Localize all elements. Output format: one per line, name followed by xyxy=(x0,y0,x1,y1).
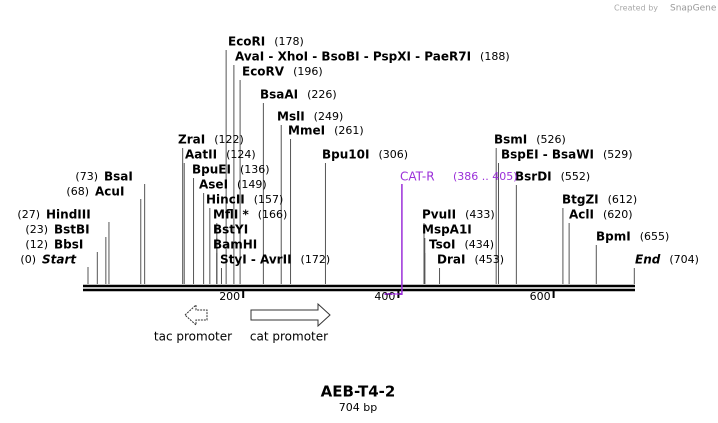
site-name: Start xyxy=(42,253,77,267)
site-position: (249) xyxy=(314,110,344,123)
site-position: (166) xyxy=(258,208,288,221)
site-name: MmeI xyxy=(288,124,325,138)
site-name: BsaI xyxy=(104,170,133,184)
site-name: BstBI xyxy=(54,223,90,237)
site-name: MflI * xyxy=(213,208,249,222)
site-name: AatII xyxy=(185,148,217,162)
site-name: BpmI xyxy=(596,230,631,244)
length: 704 bp xyxy=(339,401,377,414)
site-position: (704) xyxy=(669,253,699,266)
site-name: BsrDI xyxy=(515,170,552,184)
site-position: (434) xyxy=(464,238,494,251)
site-position: (172) xyxy=(301,253,331,266)
brand: SnapGene xyxy=(670,4,717,14)
site-position: (149) xyxy=(237,178,267,191)
site-name: BsaAI xyxy=(260,88,298,102)
site-position: (27) xyxy=(17,208,40,221)
site-name: ZraI xyxy=(178,133,205,147)
site-name: EcoRV xyxy=(242,65,285,79)
tick-label: 200 xyxy=(219,290,240,303)
site-position: (122) xyxy=(214,133,244,146)
site-name: HindIII xyxy=(46,208,91,222)
title: AEB-T4-2 xyxy=(321,383,396,401)
site-position: (73) xyxy=(75,170,98,183)
site-name: PvuII xyxy=(422,208,456,222)
primer-range: (386 .. 405) xyxy=(453,170,518,183)
site-position: (178) xyxy=(274,35,304,48)
site-name: BamHI xyxy=(213,238,257,252)
site-position: (433) xyxy=(465,208,495,221)
site-name: MslI xyxy=(277,110,305,124)
feature-arrow xyxy=(184,303,208,327)
site-name: BsmI xyxy=(494,133,527,147)
site-name: HincII xyxy=(206,193,245,207)
site-position: (124) xyxy=(226,148,256,161)
site-position: (226) xyxy=(307,88,337,101)
site-name: End xyxy=(635,253,661,267)
site-position: (526) xyxy=(536,133,566,146)
site-position: (306) xyxy=(378,148,408,161)
site-name: BpuEI xyxy=(192,163,231,177)
feature-label: cat promoter xyxy=(250,330,328,344)
site-position: (552) xyxy=(561,170,591,183)
site-position: (620) xyxy=(603,208,633,221)
site-name: AvaI - XhoI - BsoBI - PspXI - PaeR7I xyxy=(235,50,471,64)
site-name: BspEI - BsaWI xyxy=(501,148,594,162)
site-position: (0) xyxy=(20,253,36,266)
site-position: (196) xyxy=(293,65,323,78)
site-position: (68) xyxy=(66,185,89,198)
site-name: BbsI xyxy=(54,238,83,252)
site-name: BtgZI xyxy=(562,193,599,207)
site-position: (612) xyxy=(608,193,638,206)
site-position: (12) xyxy=(25,238,48,251)
site-position: (655) xyxy=(640,230,670,243)
site-position: (188) xyxy=(480,50,510,63)
site-name: MspA1I xyxy=(422,223,472,237)
site-name: AclI xyxy=(569,208,594,222)
site-position: (23) xyxy=(25,223,48,236)
site-name: AseI xyxy=(199,178,228,192)
site-position: (453) xyxy=(474,253,504,266)
site-position: (529) xyxy=(603,148,633,161)
primer-name: CAT-R xyxy=(400,170,435,184)
site-name: EcoRI xyxy=(228,35,265,49)
feature-arrow xyxy=(250,302,331,328)
credit: Created by xyxy=(614,4,658,13)
site-name: DraI xyxy=(437,253,465,267)
feature-label: tac promoter xyxy=(154,330,232,344)
tick-label: 400 xyxy=(374,290,395,303)
site-name: StyI - AvrII xyxy=(220,253,292,267)
site-name: BstYI xyxy=(213,223,248,237)
site-position: (261) xyxy=(334,124,364,137)
site-name: Bpu10I xyxy=(322,148,369,162)
site-position: (157) xyxy=(254,193,284,206)
site-name: AcuI xyxy=(95,185,124,199)
site-name: TsoI xyxy=(429,238,455,252)
tick-label: 600 xyxy=(530,290,551,303)
site-position: (136) xyxy=(240,163,270,176)
